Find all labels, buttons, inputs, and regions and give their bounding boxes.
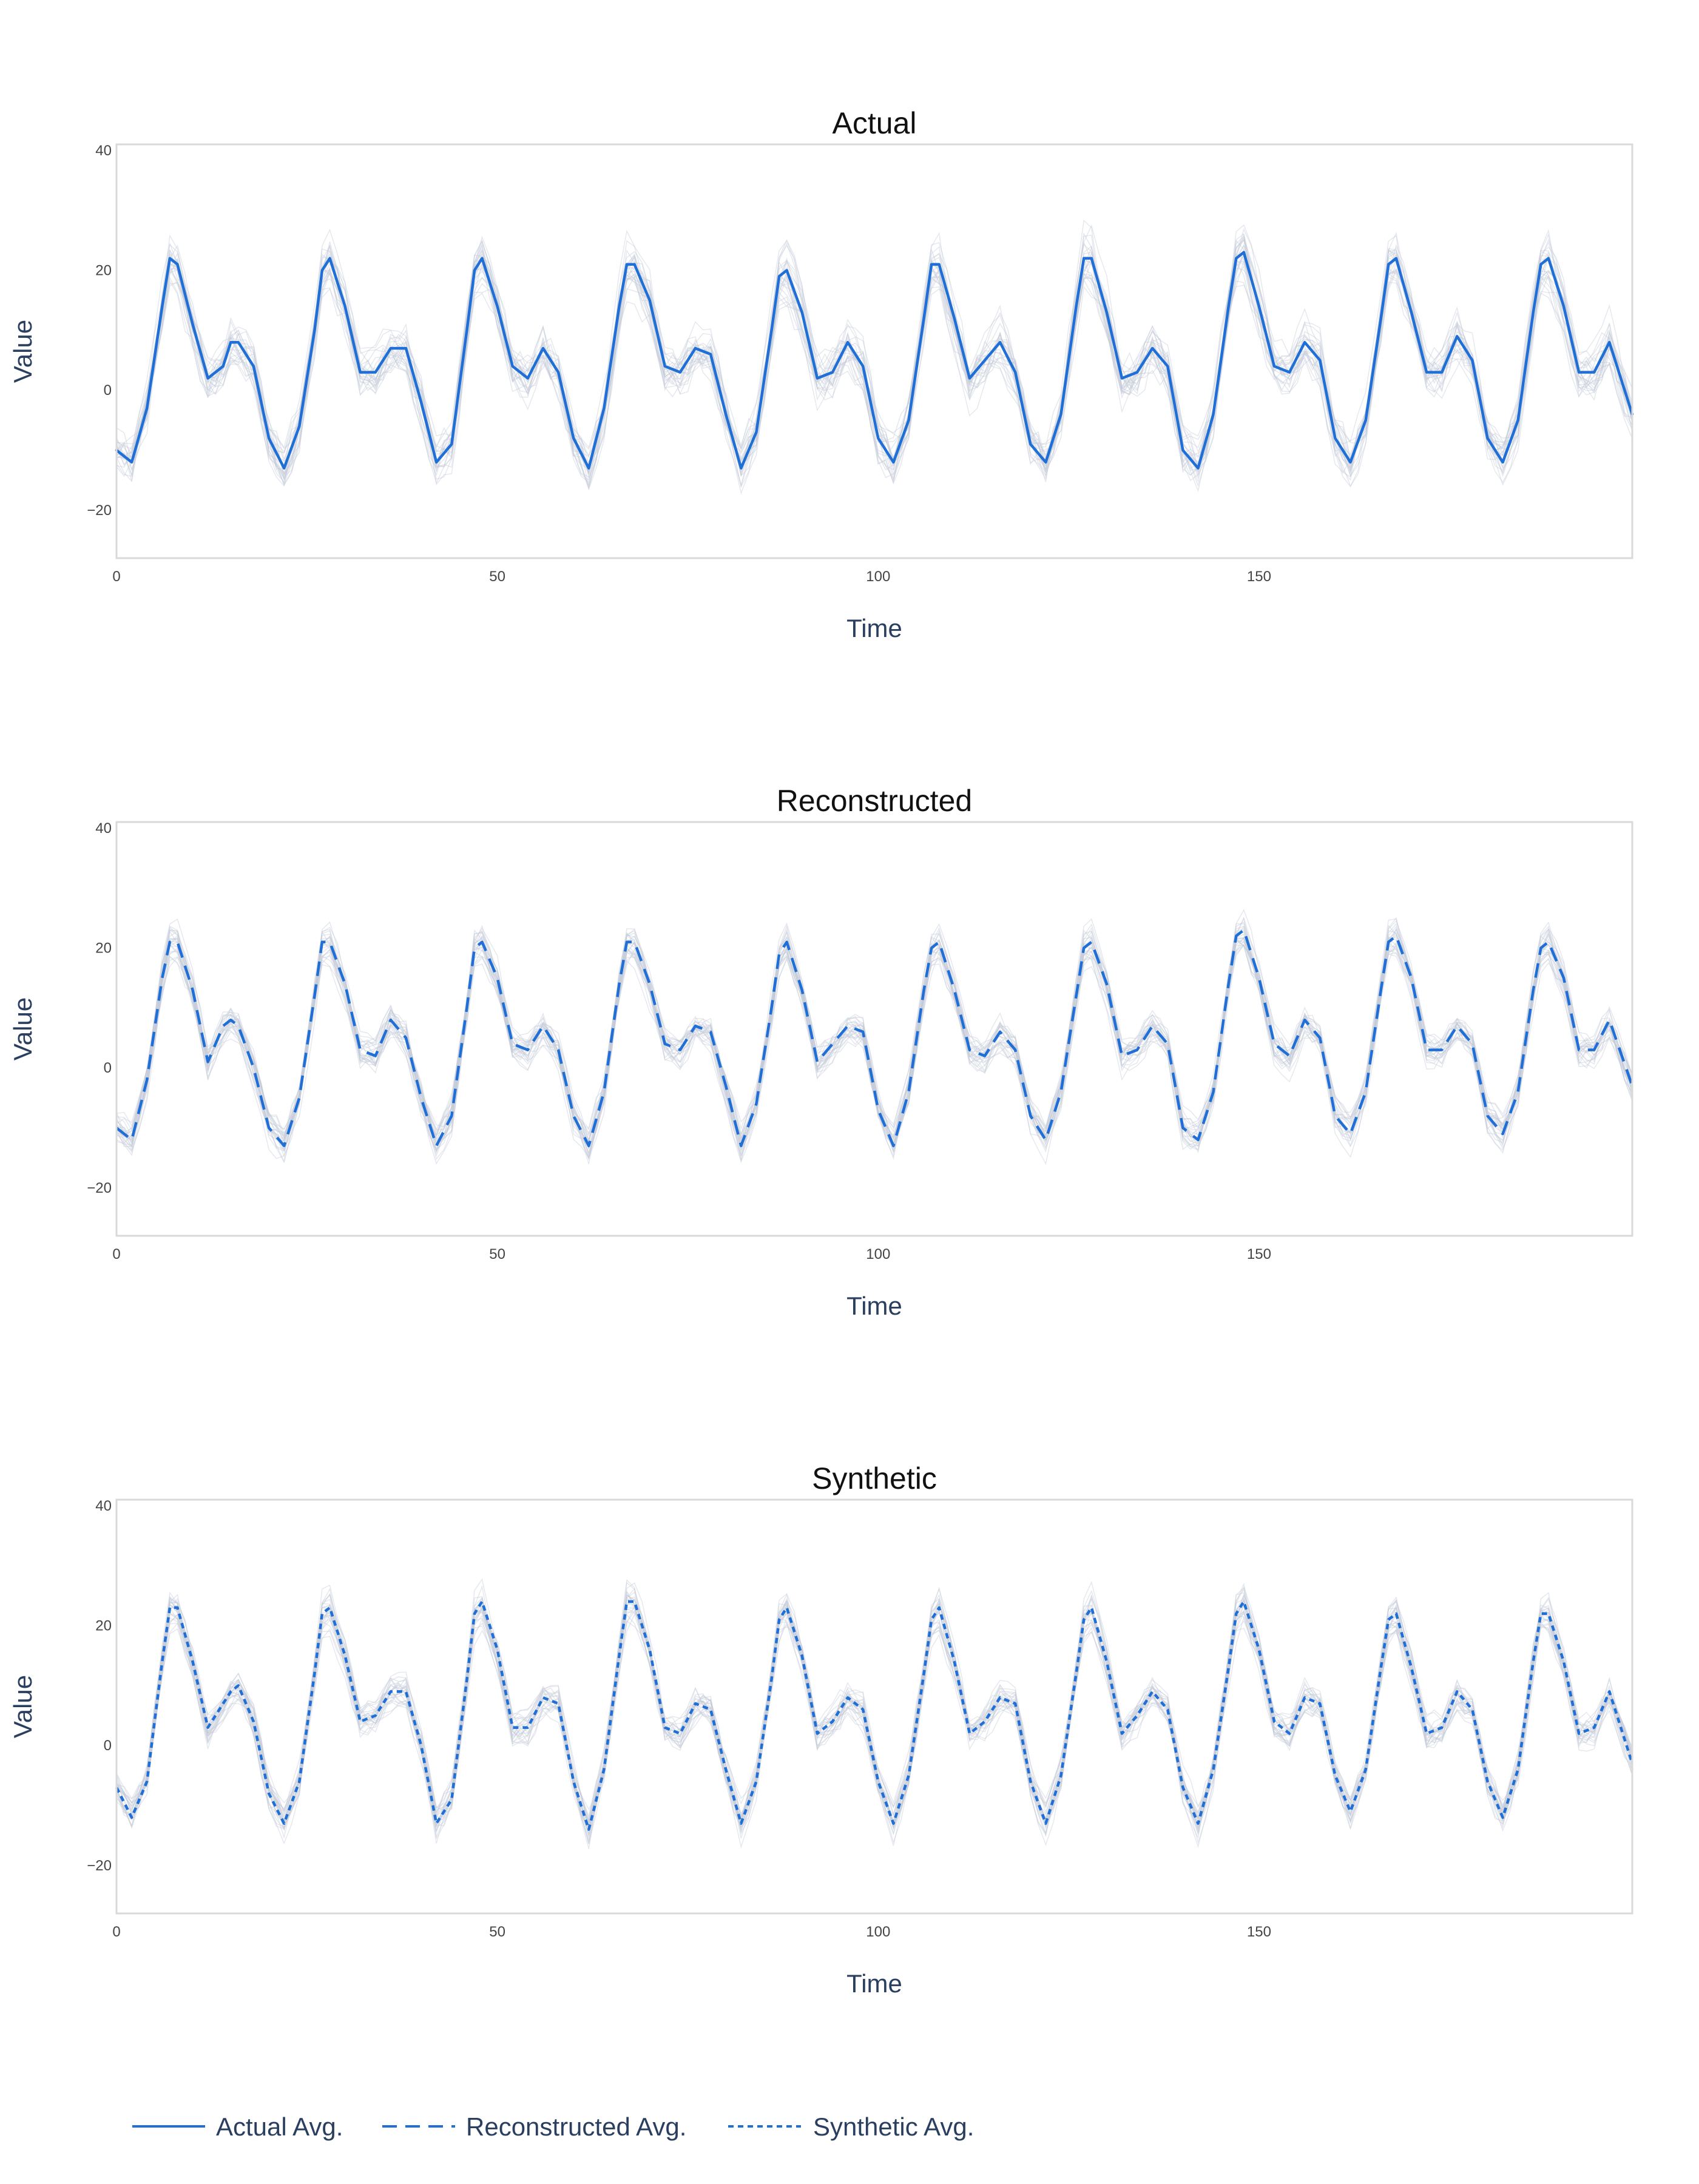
- y-tick-label: −20: [87, 1858, 112, 1874]
- sample-trace: [117, 1582, 1632, 1844]
- series-line-actual-avg: [115, 251, 1634, 470]
- sample-trace: [117, 259, 1632, 488]
- y-tick-label: −20: [87, 502, 112, 519]
- x-tick-label: 100: [866, 568, 890, 585]
- sample-trace: [117, 1609, 1632, 1825]
- legend-label-actual-avg: Actual Avg.: [216, 2112, 343, 2141]
- y-tick-label: 20: [95, 1618, 112, 1634]
- sample-trace: [117, 1600, 1632, 1833]
- sample-trace: [117, 1603, 1632, 1826]
- y-tick-label: 0: [104, 382, 112, 399]
- x-axis-title: Time: [846, 614, 902, 642]
- legend-label-reconstructed-avg: Reconstructed Avg.: [466, 2112, 686, 2141]
- y-axis-title: Value: [8, 997, 37, 1060]
- subplot-actual: −20 0 20 40 0 50 100 150 Actual Time Value: [8, 106, 1634, 642]
- x-tick-label: 50: [489, 1924, 505, 1940]
- y-tick-label: 40: [95, 143, 112, 159]
- subplot-title: Synthetic: [812, 1461, 937, 1495]
- plot-frame: [115, 1498, 1633, 1915]
- subplots: −20 0 20 40 0 50 100 150 Actual Time Value −20 0 20 40…: [8, 106, 1634, 1998]
- x-tick-label: 0: [112, 1246, 120, 1262]
- subplot-reconstructed: −20 0 20 40 0 50 100 150 Reconstructed Time Value: [8, 784, 1634, 1320]
- sample-trace: [117, 1582, 1632, 1832]
- legend-label-synthetic-avg: Synthetic Avg.: [813, 2112, 974, 2141]
- sample-trace: [117, 917, 1632, 1144]
- x-tick-label: 100: [866, 1924, 890, 1940]
- plot-frame: [115, 143, 1633, 559]
- sample-trace: [117, 249, 1632, 491]
- x-tick-label: 50: [489, 1246, 505, 1262]
- subplot-title: Reconstructed: [777, 784, 972, 818]
- sample-trace: [117, 1608, 1632, 1822]
- sample-trace: [117, 235, 1632, 470]
- x-axis-title: Time: [846, 1292, 902, 1320]
- sample-trace: [117, 268, 1632, 482]
- y-axis-title: Value: [8, 320, 37, 383]
- sample-trace: [117, 933, 1632, 1140]
- x-axis-title: Time: [846, 1969, 902, 1998]
- sample-trace: [117, 1606, 1632, 1830]
- sample-trace: [117, 936, 1632, 1154]
- legend: Actual Avg. Reconstructed Avg. Synthetic…: [132, 2112, 974, 2141]
- sample-trace: [117, 1599, 1632, 1826]
- plot-frame: [115, 821, 1633, 1237]
- series-line-synthetic-avg: [115, 1600, 1634, 1831]
- sample-trace: [117, 1582, 1632, 1835]
- sample-trace: [117, 1609, 1632, 1836]
- sample-trace: [117, 253, 1632, 484]
- x-tick-label: 50: [489, 568, 505, 585]
- x-tick-label: 0: [112, 568, 120, 585]
- subplot-synthetic: −20 0 20 40 0 50 100 150 Synthetic Time Value: [8, 1461, 1634, 1998]
- y-tick-label: 0: [104, 1737, 112, 1754]
- x-tick-label: 100: [866, 1246, 890, 1262]
- y-tick-label: 20: [95, 263, 112, 279]
- subplot-title: Actual: [833, 106, 917, 140]
- y-tick-label: 40: [95, 820, 112, 837]
- y-tick-label: 40: [95, 1498, 112, 1514]
- sample-trace: [117, 925, 1632, 1156]
- sample-trace: [117, 244, 1632, 476]
- sample-trace: [117, 1603, 1632, 1827]
- sample-trace: [117, 934, 1632, 1143]
- x-tick-label: 150: [1247, 568, 1271, 585]
- x-tick-label: 150: [1247, 1246, 1271, 1262]
- x-tick-label: 0: [112, 1924, 120, 1940]
- y-tick-label: 20: [95, 940, 112, 957]
- y-tick-label: −20: [87, 1180, 112, 1196]
- x-tick-label: 150: [1247, 1924, 1271, 1940]
- y-tick-label: 0: [104, 1060, 112, 1076]
- sample-trace: [117, 232, 1632, 487]
- sample-trace: [117, 258, 1632, 481]
- series-line-reconstructed-avg: [115, 928, 1634, 1147]
- sample-trace: [117, 926, 1632, 1157]
- sample-trace: [117, 937, 1632, 1147]
- y-axis-title: Value: [8, 1675, 37, 1738]
